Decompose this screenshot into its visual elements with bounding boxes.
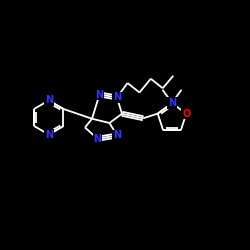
Text: N: N — [113, 130, 121, 140]
Text: N: N — [45, 96, 53, 106]
Text: N: N — [45, 130, 53, 140]
Text: N: N — [96, 90, 104, 100]
Text: O: O — [182, 108, 190, 118]
Text: N: N — [94, 134, 102, 144]
Text: N: N — [168, 98, 176, 108]
Text: N: N — [113, 92, 121, 102]
